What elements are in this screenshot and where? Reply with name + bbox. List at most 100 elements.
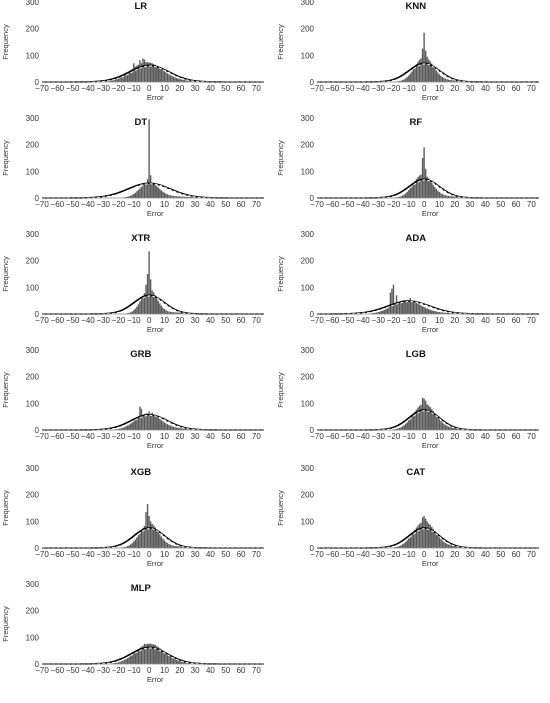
histogram-bar — [146, 413, 149, 430]
x-tick-label: −60 — [51, 666, 65, 675]
histogram-bar — [162, 538, 164, 548]
histogram-bar — [401, 426, 404, 430]
x-tick-label: 20 — [450, 550, 459, 559]
histogram-bar — [454, 546, 456, 548]
x-tick-label: −10 — [402, 550, 416, 559]
histogram-bar — [414, 66, 416, 82]
histogram-bar — [159, 303, 161, 314]
histogram-bar — [133, 421, 135, 430]
x-tick-label: −20 — [112, 200, 126, 209]
histogram-bar — [432, 65, 434, 82]
histogram-bar — [153, 525, 155, 548]
histogram-bar — [123, 659, 126, 664]
histogram-bar — [443, 194, 445, 198]
x-tick-label: −50 — [66, 432, 80, 441]
histogram-bar — [122, 427, 124, 430]
histogram-bar — [139, 406, 141, 430]
x-tick-label: −10 — [127, 666, 141, 675]
histogram-bars — [368, 284, 460, 314]
histogram-bar — [447, 79, 450, 82]
x-tick-label: −40 — [356, 550, 370, 559]
histogram-bar — [434, 187, 436, 198]
histogram-bar — [131, 311, 133, 314]
histogram-bar — [446, 312, 448, 314]
x-tick-label: −70 — [310, 432, 324, 441]
y-tick-label: 200 — [26, 25, 40, 34]
histogram-bar — [444, 542, 447, 548]
x-tick-label: −50 — [341, 432, 355, 441]
chart-title: RF — [409, 117, 422, 128]
histogram-bar — [189, 80, 192, 82]
x-axis-title: Error — [147, 559, 164, 568]
histogram-bar — [391, 288, 393, 314]
histogram-bar — [182, 661, 184, 664]
histogram-bar — [123, 427, 126, 430]
histogram-bar — [385, 309, 387, 314]
histogram-bar — [426, 56, 428, 82]
histogram-bar — [117, 662, 120, 664]
y-tick-label: 100 — [301, 167, 315, 176]
histogram-bar — [441, 77, 444, 82]
histogram-bar — [412, 413, 415, 430]
y-axis-title: Frequency — [1, 372, 10, 408]
histogram-bar — [159, 189, 161, 198]
x-tick-label: 40 — [481, 200, 490, 209]
histogram-bar — [174, 312, 176, 314]
histogram-bar — [432, 310, 434, 314]
x-tick-label: −40 — [81, 550, 95, 559]
x-tick-label: 70 — [252, 550, 261, 559]
x-tick-label: 10 — [160, 84, 169, 93]
histogram-bar — [191, 197, 193, 198]
histogram-bar — [171, 312, 173, 314]
histogram-bar — [168, 544, 170, 548]
y-tick-label: 300 — [26, 464, 40, 473]
histogram-bar — [140, 646, 143, 664]
histogram-bar — [182, 546, 184, 548]
histogram-bar — [446, 195, 448, 198]
histogram-bar — [116, 78, 118, 82]
x-tick-label: 40 — [481, 550, 490, 559]
histogram-bar — [146, 179, 149, 198]
histogram-bar — [452, 196, 454, 198]
y-tick-label: 0 — [35, 78, 40, 87]
x-tick-label: 0 — [422, 432, 427, 441]
y-tick-label: 0 — [35, 426, 40, 435]
histogram-bar — [111, 80, 114, 82]
chart-title: MLP — [131, 583, 152, 594]
x-tick-label: 0 — [422, 200, 427, 209]
histogram-bar — [382, 310, 384, 314]
histogram-bar — [159, 648, 161, 664]
x-tick-label: 30 — [466, 200, 475, 209]
histogram-bar — [401, 544, 404, 548]
chart-title: GRB — [130, 349, 151, 360]
y-tick-label: 0 — [310, 78, 315, 87]
histogram-bar — [137, 417, 140, 430]
x-tick-label: −40 — [81, 432, 95, 441]
y-tick-label: 300 — [26, 114, 40, 123]
histogram-bar — [136, 65, 138, 82]
histogram-bar — [423, 147, 425, 198]
histogram-bar — [149, 643, 152, 664]
histogram-bar — [151, 412, 153, 430]
histogram-bar — [457, 546, 459, 548]
histogram-bar — [411, 185, 413, 198]
histogram-bar — [120, 428, 123, 430]
histogram-bar — [444, 424, 447, 430]
histogram-bar — [423, 516, 425, 548]
histogram-bar — [400, 427, 402, 430]
histogram-bar — [154, 295, 156, 314]
histogram-bar — [434, 531, 436, 548]
histogram-bar — [180, 196, 182, 198]
x-tick-label: −50 — [66, 84, 80, 93]
x-tick-label: −70 — [35, 432, 49, 441]
x-tick-label: −20 — [112, 550, 126, 559]
histogram-bar — [146, 643, 149, 664]
histogram-bar — [405, 193, 407, 198]
histogram-bar — [185, 662, 187, 664]
y-tick-label: 0 — [310, 310, 315, 319]
